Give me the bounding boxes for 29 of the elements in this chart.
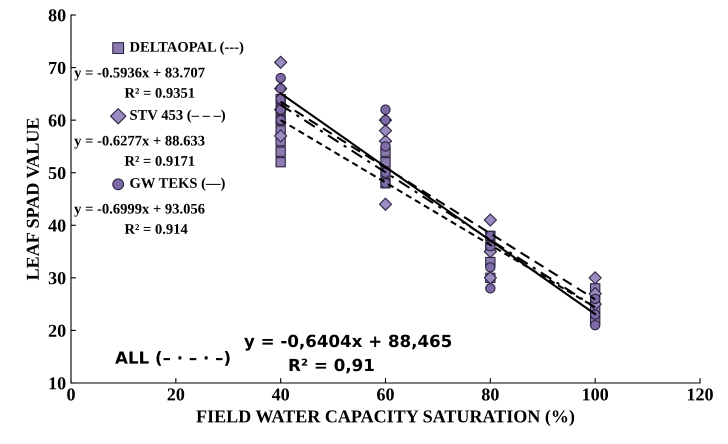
y-tick-label: 30 <box>48 272 66 284</box>
x-axis-title: FIELD WATER CAPACITY SATURATION (%) <box>196 410 574 426</box>
legend-label: STV 453 (– – –) <box>130 110 226 123</box>
annotation: R² = 0.914 <box>124 224 188 234</box>
annotation: y = -0.6999x + 93.056 <box>74 204 205 217</box>
annotation: y = -0.6277x + 88.633 <box>74 136 204 149</box>
x-tick-label: 120 <box>688 388 713 401</box>
y-tick-label: 10 <box>50 377 66 390</box>
y-tick-label: 20 <box>48 324 66 337</box>
y-tick-label: 60 <box>48 114 66 127</box>
annotation: y = -0,6404x + 88,465 <box>244 334 452 351</box>
annotation: R² = 0.9351 <box>124 88 194 98</box>
x-tick-label: 100 <box>583 388 608 401</box>
y-tick-label: 50 <box>48 166 66 180</box>
y-tick-label: 70 <box>49 62 66 74</box>
legend-label: GW TEKS (—) <box>130 178 225 191</box>
x-tick-label: 60 <box>377 388 394 401</box>
y-axis-title: LEAF SPAD VALUE <box>26 118 39 280</box>
annotation: ALL (– · – · –) <box>115 351 230 366</box>
legend-label: DELTAOPAL (---) <box>130 42 244 55</box>
y-tick-label: 80 <box>48 9 66 22</box>
x-tick-label: 40 <box>272 388 290 401</box>
annotation: R² = 0,91 <box>290 358 374 374</box>
annotation: R² = 0.9171 <box>124 156 194 166</box>
x-tick-label: 0 <box>67 388 75 401</box>
x-tick-label: 80 <box>482 388 499 401</box>
y-tick-label: 40 <box>48 220 66 232</box>
x-tick-label: 20 <box>168 388 184 401</box>
annotation: y = -0.5936x + 83.707 <box>74 68 205 80</box>
